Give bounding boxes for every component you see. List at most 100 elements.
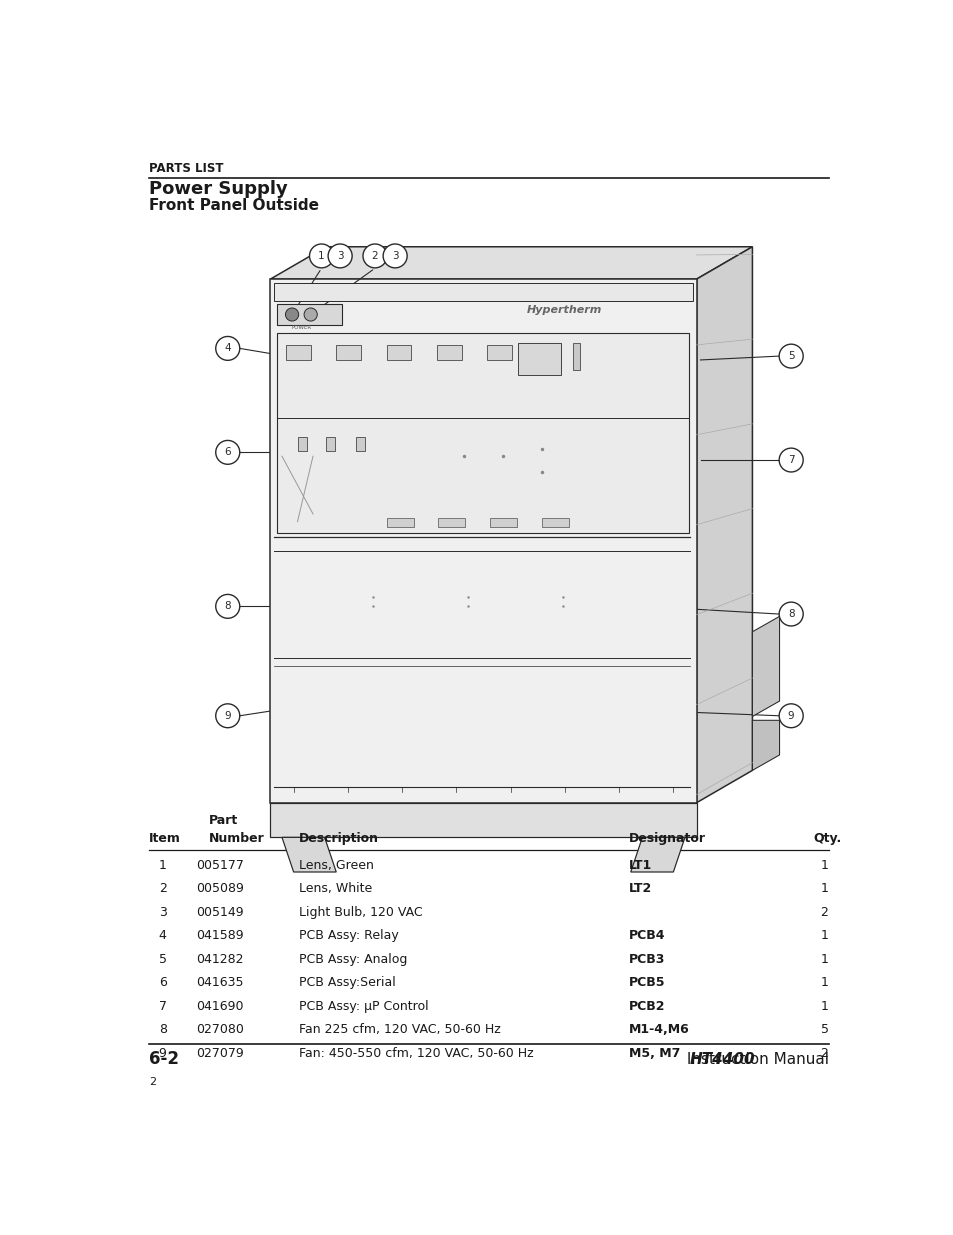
- Bar: [375, 561, 466, 652]
- Text: 041589: 041589: [196, 930, 244, 942]
- Text: LT1: LT1: [629, 858, 652, 872]
- Circle shape: [330, 714, 350, 734]
- Polygon shape: [330, 685, 359, 714]
- Text: PCB Assy: Analog: PCB Assy: Analog: [298, 953, 407, 966]
- Bar: [276, 333, 688, 534]
- Polygon shape: [422, 609, 449, 638]
- Text: 4: 4: [224, 343, 231, 353]
- Circle shape: [414, 599, 427, 614]
- Circle shape: [447, 683, 527, 763]
- Polygon shape: [614, 584, 641, 611]
- Text: PCB4: PCB4: [629, 930, 665, 942]
- Circle shape: [575, 572, 643, 641]
- Polygon shape: [313, 577, 340, 600]
- Circle shape: [353, 634, 358, 638]
- Polygon shape: [501, 577, 529, 600]
- Text: 6: 6: [224, 447, 231, 457]
- Circle shape: [578, 668, 690, 779]
- Bar: [297, 437, 307, 451]
- Text: 8: 8: [787, 609, 794, 619]
- Circle shape: [309, 245, 334, 268]
- Text: 005089: 005089: [196, 882, 244, 895]
- Text: 3: 3: [158, 906, 167, 919]
- Polygon shape: [302, 690, 333, 722]
- Text: PCB2: PCB2: [629, 1000, 665, 1013]
- Text: 041690: 041690: [196, 1000, 244, 1013]
- Circle shape: [542, 634, 547, 638]
- Circle shape: [383, 245, 407, 268]
- Text: 1: 1: [820, 858, 827, 872]
- Text: 027080: 027080: [196, 1024, 244, 1036]
- Text: Qty.: Qty.: [812, 832, 841, 845]
- Circle shape: [318, 599, 333, 614]
- Polygon shape: [331, 584, 358, 611]
- Bar: [386, 517, 414, 527]
- Bar: [436, 345, 461, 359]
- Polygon shape: [301, 724, 334, 751]
- Polygon shape: [347, 725, 377, 757]
- Text: Designator: Designator: [629, 832, 705, 845]
- Circle shape: [594, 683, 674, 763]
- Circle shape: [294, 634, 299, 638]
- Text: 3: 3: [336, 251, 343, 261]
- Text: Front Panel Outside: Front Panel Outside: [149, 199, 318, 214]
- Polygon shape: [294, 584, 320, 610]
- Bar: [437, 517, 465, 527]
- Circle shape: [624, 714, 644, 734]
- Text: 4: 4: [158, 930, 167, 942]
- Text: 1: 1: [820, 953, 827, 966]
- Text: 5: 5: [787, 351, 794, 361]
- Polygon shape: [486, 611, 515, 638]
- Circle shape: [328, 245, 352, 268]
- Text: 2: 2: [820, 1047, 827, 1060]
- Circle shape: [508, 599, 522, 614]
- Circle shape: [473, 564, 557, 648]
- Text: 1: 1: [820, 1000, 827, 1013]
- Polygon shape: [696, 247, 752, 803]
- Text: Fan 225 cfm, 120 VAC, 50-60 Hz: Fan 225 cfm, 120 VAC, 50-60 Hz: [298, 1024, 500, 1036]
- Polygon shape: [449, 690, 479, 722]
- Polygon shape: [388, 584, 415, 610]
- Circle shape: [362, 245, 387, 268]
- Circle shape: [388, 634, 394, 638]
- Text: PARTS LIST: PARTS LIST: [149, 163, 223, 175]
- Text: Lens, White: Lens, White: [298, 882, 372, 895]
- Text: M1-4,M6: M1-4,M6: [629, 1024, 689, 1036]
- Polygon shape: [482, 584, 509, 610]
- Text: 2: 2: [149, 1077, 155, 1087]
- Polygon shape: [752, 720, 779, 771]
- Circle shape: [637, 574, 641, 579]
- Text: 8: 8: [224, 601, 231, 611]
- Circle shape: [299, 683, 380, 763]
- Text: HT4400: HT4400: [689, 1052, 755, 1067]
- Text: 2: 2: [820, 906, 827, 919]
- Bar: [490, 517, 517, 527]
- Circle shape: [779, 448, 802, 472]
- Bar: [274, 283, 692, 300]
- Circle shape: [447, 574, 453, 579]
- Polygon shape: [392, 611, 419, 638]
- Polygon shape: [630, 837, 684, 872]
- Polygon shape: [448, 724, 480, 751]
- Circle shape: [386, 572, 455, 641]
- Text: PCB Assy: μP Control: PCB Assy: μP Control: [298, 1000, 428, 1013]
- Text: PCB3: PCB3: [629, 953, 665, 966]
- Text: 5: 5: [158, 953, 167, 966]
- Bar: [386, 345, 411, 359]
- Bar: [541, 517, 568, 527]
- Polygon shape: [752, 616, 779, 716]
- Text: Lens, Green: Lens, Green: [298, 858, 374, 872]
- Text: Light Bulb, 120 VAC: Light Bulb, 120 VAC: [298, 906, 422, 919]
- Text: Item: Item: [149, 832, 180, 845]
- Polygon shape: [580, 611, 609, 638]
- Polygon shape: [596, 577, 623, 600]
- Circle shape: [294, 574, 299, 579]
- Polygon shape: [612, 609, 638, 638]
- Text: Part: Part: [208, 814, 237, 827]
- Bar: [270, 279, 696, 803]
- Circle shape: [304, 308, 317, 321]
- Text: 005177: 005177: [196, 858, 244, 872]
- Bar: [286, 345, 311, 359]
- Polygon shape: [640, 697, 673, 724]
- Circle shape: [353, 574, 358, 579]
